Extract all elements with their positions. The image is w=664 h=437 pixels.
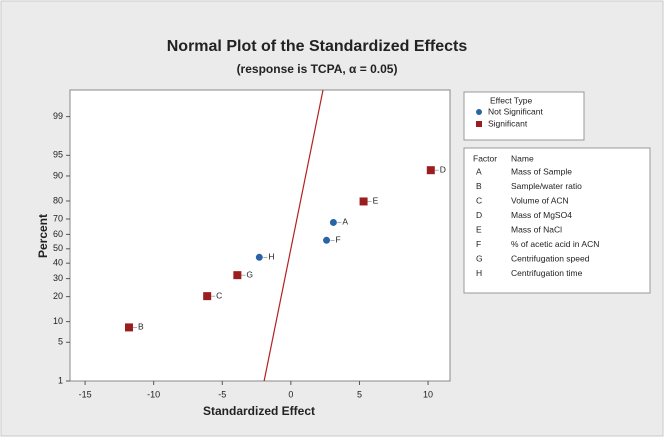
point	[203, 292, 212, 301]
table-cell: % of acetic acid in ACN	[511, 239, 599, 249]
table-cell: Mass of NaCl	[511, 224, 562, 234]
table-cell: Mass of MgSO4	[511, 210, 572, 220]
point-label: D	[440, 164, 446, 174]
x-axis-title: Standardized Effect	[203, 404, 315, 418]
table-cell: G	[476, 253, 483, 263]
y-tick-label: 99	[53, 111, 63, 121]
chart-title: Normal Plot of the Standardized Effects	[167, 38, 468, 55]
y-tick-label: 1	[58, 375, 63, 385]
x-tick-label: -10	[147, 389, 160, 399]
x-tick-label: 10	[423, 389, 433, 399]
y-tick-label: 95	[53, 150, 63, 160]
reference-line	[263, 89, 324, 382]
table-cell: D	[476, 210, 482, 220]
point-label: C	[216, 290, 222, 300]
y-tick-label: 70	[53, 213, 63, 223]
point-label: A	[342, 217, 348, 227]
table-cell: Centrifugation time	[511, 268, 583, 278]
legend-marker	[476, 121, 482, 127]
table-cell: C	[476, 195, 482, 205]
y-tick-label: 5	[58, 337, 63, 347]
y-tick-label: 10	[53, 316, 63, 326]
point	[124, 323, 133, 332]
table-cell: A	[476, 166, 482, 176]
x-tick-label: -15	[79, 389, 92, 399]
point-label: F	[336, 235, 341, 245]
point	[329, 218, 337, 226]
legend-title: Effect Type	[490, 95, 532, 105]
y-axis-title: Percent	[36, 214, 50, 258]
table-cell: Centrifugation speed	[511, 253, 590, 263]
y-tick-label: 90	[53, 170, 63, 180]
table-header: Factor	[473, 153, 497, 163]
y-tick-label: 50	[53, 243, 63, 253]
chart-subtitle: (response is TCPA, α = 0.05)	[237, 62, 398, 76]
x-tick-label: -5	[218, 389, 226, 399]
point-label: B	[138, 322, 144, 332]
legend-label: Significant	[488, 118, 528, 128]
table-header: Name	[511, 153, 534, 163]
table-cell: Mass of Sample	[511, 166, 572, 176]
point	[233, 271, 242, 280]
plot-area	[69, 89, 451, 382]
x-tick-label: 0	[288, 389, 293, 399]
point	[255, 253, 263, 261]
point-label: E	[373, 196, 379, 206]
factor-table	[463, 147, 651, 294]
table-cell: Sample/water ratio	[511, 181, 582, 191]
point-label: G	[246, 269, 253, 279]
x-tick-label: 5	[357, 389, 362, 399]
legend	[463, 91, 585, 141]
y-tick-label: 80	[53, 195, 63, 205]
y-tick-label: 30	[53, 273, 63, 283]
table-cell: E	[476, 224, 482, 234]
y-tick-label: 40	[53, 258, 63, 268]
legend-label: Not Significant	[488, 106, 543, 116]
point-label: H	[268, 252, 274, 262]
y-tick-label: 60	[53, 229, 63, 239]
y-tick-label: 20	[53, 291, 63, 301]
legend-marker	[476, 109, 482, 115]
table-cell: Volume of ACN	[511, 195, 569, 205]
table-cell: B	[476, 181, 482, 191]
point	[359, 197, 368, 206]
point	[323, 236, 331, 244]
table-cell: F	[476, 239, 481, 249]
point	[426, 166, 435, 175]
table-cell: H	[476, 268, 482, 278]
